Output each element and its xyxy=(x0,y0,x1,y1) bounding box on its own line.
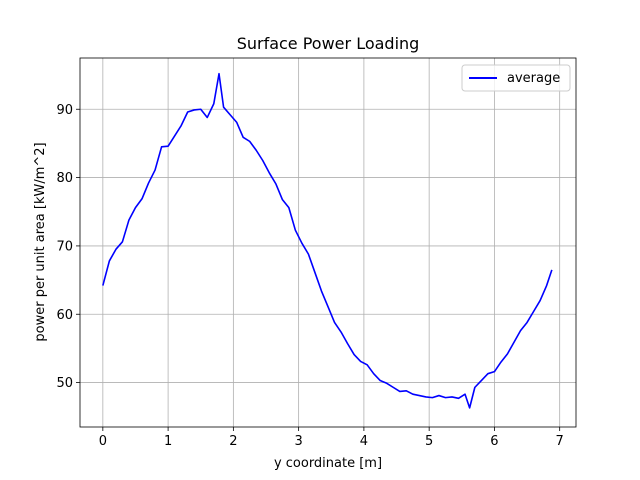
legend-box xyxy=(461,64,571,92)
chart-title: Surface Power Loading xyxy=(237,34,420,53)
x-tick-label: 4 xyxy=(360,434,368,449)
y-tick-label: 50 xyxy=(56,376,73,391)
y-tick-label: 80 xyxy=(56,171,73,186)
x-tick-label: 5 xyxy=(425,434,433,449)
x-tick-label: 3 xyxy=(294,434,302,449)
legend-label-average: average xyxy=(507,71,560,86)
x-tick-label: 7 xyxy=(556,434,564,449)
y-tick-label: 60 xyxy=(56,308,73,323)
x-axis-title: y coordinate [m] xyxy=(274,456,382,471)
series-line-average xyxy=(102,72,553,409)
legend: average xyxy=(461,64,571,92)
x-tick-label: 2 xyxy=(229,434,237,449)
y-tick-label: 90 xyxy=(56,103,73,118)
axes-frame xyxy=(79,57,577,428)
y-tick-label: 70 xyxy=(56,239,73,254)
x-tick-label: 0 xyxy=(99,434,107,449)
y-axis-title: power per unit area [kW/m^2] xyxy=(33,142,48,341)
x-tick-label: 6 xyxy=(490,434,498,449)
series-layer xyxy=(102,72,553,409)
x-tick-label: 1 xyxy=(164,434,172,449)
ticks: 0 1 2 3 4 5 6 7 50 60 70 80 90 xyxy=(56,103,563,449)
